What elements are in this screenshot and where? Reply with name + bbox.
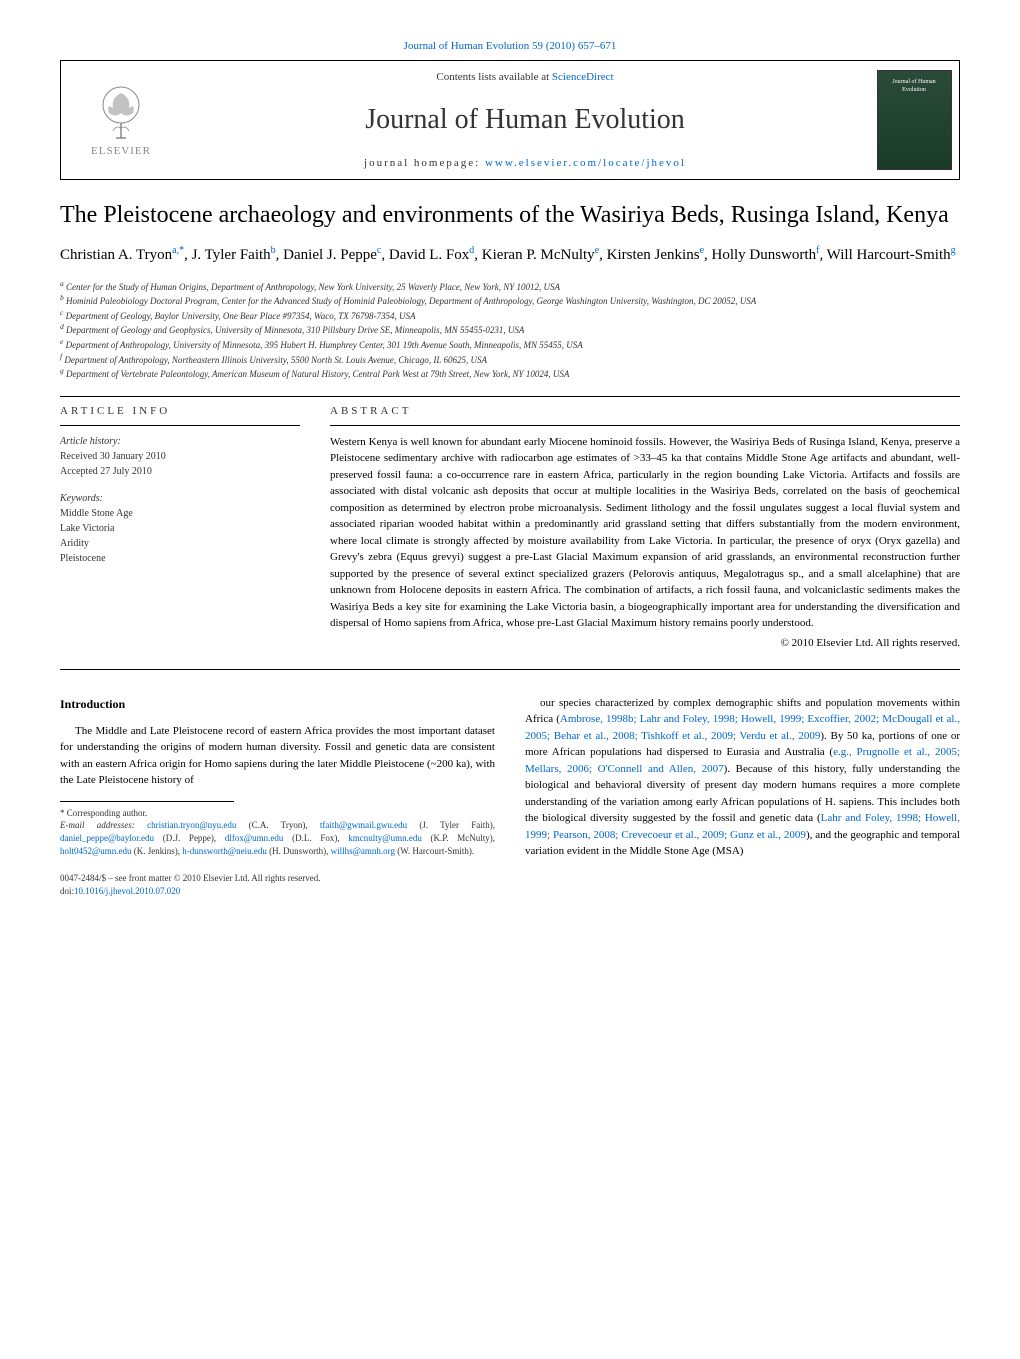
cover-title: Journal of Human Evolution	[883, 79, 946, 95]
affiliation: g Department of Vertebrate Paleontology,…	[60, 366, 960, 381]
history-label: Article history:	[60, 434, 300, 449]
left-column: Introduction The Middle and Late Pleisto…	[60, 695, 495, 898]
issn-line: 0047-2484/$ – see front matter © 2010 El…	[60, 872, 495, 885]
body-columns: Introduction The Middle and Late Pleisto…	[60, 695, 960, 898]
keyword: Pleistocene	[60, 551, 300, 566]
abstract-text: Western Kenya is well known for abundant…	[330, 434, 960, 632]
email-link[interactable]: h-dunsworth@neiu.edu	[182, 846, 267, 856]
journal-reference: Journal of Human Evolution 59 (2010) 657…	[60, 40, 960, 52]
affiliation: a Center for the Study of Human Origins,…	[60, 279, 960, 294]
email-link[interactable]: dlfox@umn.edu	[225, 833, 284, 843]
author-affiliation-sup: e	[700, 245, 704, 256]
journal-header-box: ELSEVIER Contents lists available at Sci…	[60, 60, 960, 180]
citation[interactable]: Ambrose, 1998b; Lahr and Foley, 1998; Ho…	[525, 713, 960, 742]
author-affiliation-sup: f	[816, 245, 819, 256]
author-affiliation-sup: g	[951, 245, 956, 256]
abstract-column: ABSTRACT Western Kenya is well known for…	[330, 405, 960, 649]
contents-text: Contents lists available at	[436, 71, 551, 83]
email-link[interactable]: tfaith@gwmail.gwu.edu	[320, 820, 407, 830]
keywords-label: Keywords:	[60, 491, 300, 506]
article-info: ARTICLE INFO Article history: Received 3…	[60, 405, 300, 649]
keyword: Aridity	[60, 536, 300, 551]
citation[interactable]: Lahr and Foley, 1998; Howell, 1999; Pear…	[525, 812, 960, 841]
introduction-heading: Introduction	[60, 695, 495, 713]
publisher-logo: ELSEVIER	[61, 61, 181, 179]
abstract-divider	[330, 425, 960, 426]
affiliations-list: a Center for the Study of Human Origins,…	[60, 279, 960, 381]
affiliation: b Hominid Paleobiology Doctoral Program,…	[60, 293, 960, 308]
affiliation: f Department of Anthropology, Northeaste…	[60, 352, 960, 367]
doi-line: doi:10.1016/j.jhevol.2010.07.020	[60, 885, 495, 898]
sciencedirect-link[interactable]: ScienceDirect	[552, 71, 614, 83]
author-affiliation-sup: e	[595, 245, 599, 256]
body-divider	[60, 669, 960, 670]
affiliation: d Department of Geology and Geophysics, …	[60, 322, 960, 337]
intro-para-right: our species characterized by complex dem…	[525, 695, 960, 860]
journal-ref-link[interactable]: Journal of Human Evolution 59 (2010) 657…	[404, 40, 617, 52]
author-affiliation-sup: a,*	[172, 245, 184, 256]
author-affiliation-sup: c	[377, 245, 381, 256]
journal-cover: Journal of Human Evolution	[869, 61, 959, 179]
section-divider	[60, 396, 960, 397]
contents-available: Contents lists available at ScienceDirec…	[201, 71, 849, 83]
doi-label: doi:	[60, 886, 74, 896]
homepage-label: journal homepage:	[364, 157, 485, 169]
email-link[interactable]: kmcnulty@umn.edu	[348, 833, 422, 843]
footer-meta: 0047-2484/$ – see front matter © 2010 El…	[60, 872, 495, 897]
elsevier-tree-icon	[91, 83, 151, 143]
journal-homepage: journal homepage: www.elsevier.com/locat…	[201, 157, 849, 169]
email-link[interactable]: willhs@amnh.org	[331, 846, 395, 856]
received-date: Received 30 January 2010	[60, 449, 300, 464]
email-link[interactable]: daniel_peppe@baylor.edu	[60, 833, 154, 843]
doi-link[interactable]: 10.1016/j.jhevol.2010.07.020	[74, 886, 180, 896]
email-link[interactable]: christian.tryon@nyu.edu	[147, 820, 236, 830]
abstract-heading: ABSTRACT	[330, 405, 960, 417]
email-addresses: E-mail addresses: christian.tryon@nyu.ed…	[60, 819, 495, 857]
info-divider	[60, 425, 300, 426]
intro-para-left: The Middle and Late Pleistocene record o…	[60, 723, 495, 789]
header-center: Contents lists available at ScienceDirec…	[181, 61, 869, 179]
affiliation: e Department of Anthropology, University…	[60, 337, 960, 352]
emails-label: E-mail addresses:	[60, 820, 147, 830]
keywords-section: Keywords: Middle Stone AgeLake VictoriaA…	[60, 491, 300, 566]
corresponding-author: * Corresponding author.	[60, 807, 495, 820]
homepage-link[interactable]: www.elsevier.com/locate/jhevol	[485, 157, 686, 169]
keyword: Middle Stone Age	[60, 506, 300, 521]
footnote-divider	[60, 801, 234, 802]
article-history: Article history: Received 30 January 201…	[60, 434, 300, 479]
accepted-date: Accepted 27 July 2010	[60, 464, 300, 479]
email-link[interactable]: holt0452@umn.edu	[60, 846, 132, 856]
author-affiliation-sup: d	[469, 245, 474, 256]
right-column: our species characterized by complex dem…	[525, 695, 960, 898]
info-abstract-row: ARTICLE INFO Article history: Received 3…	[60, 405, 960, 649]
journal-title: Journal of Human Evolution	[201, 104, 849, 136]
corresponding-footnote: * Corresponding author. E-mail addresses…	[60, 807, 495, 857]
author-affiliation-sup: b	[271, 245, 276, 256]
article-title: The Pleistocene archaeology and environm…	[60, 200, 960, 231]
citation[interactable]: e.g., Prugnolle et al., 2005; Mellars, 2…	[525, 746, 960, 775]
affiliation: c Department of Geology, Baylor Universi…	[60, 308, 960, 323]
cover-image: Journal of Human Evolution	[877, 70, 952, 170]
article-info-heading: ARTICLE INFO	[60, 405, 300, 417]
authors-list: Christian A. Tryona,*, J. Tyler Faithb, …	[60, 243, 960, 267]
copyright: © 2010 Elsevier Ltd. All rights reserved…	[330, 637, 960, 649]
keyword: Lake Victoria	[60, 521, 300, 536]
publisher-name: ELSEVIER	[91, 145, 151, 157]
